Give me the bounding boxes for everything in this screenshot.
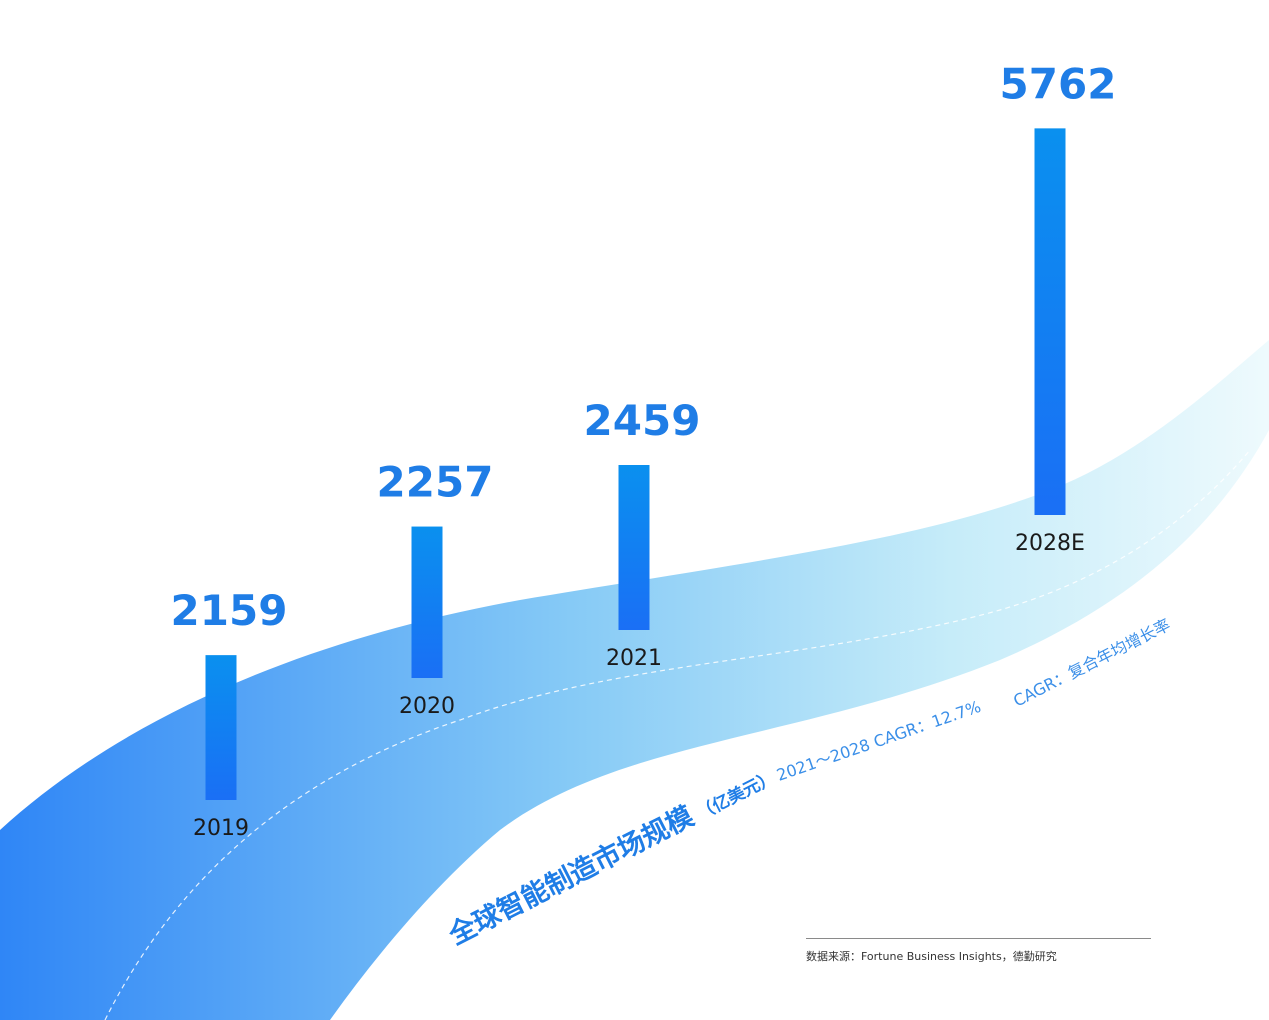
background-ribbon: [0, 340, 1269, 1020]
category-label-2028E: 2028E: [1015, 531, 1085, 556]
bar-2021: [618, 465, 650, 630]
category-label-2021: 2021: [606, 646, 662, 671]
bar-2019: [205, 655, 237, 800]
value-label-2021: 2459: [584, 396, 701, 445]
ribbon-dashed-line: [104, 449, 1251, 1020]
chart-unit: （亿美元）: [694, 767, 779, 824]
value-label-2020: 2257: [377, 458, 494, 507]
value-label-2028E: 5762: [1000, 59, 1117, 108]
category-label-2020: 2020: [399, 694, 455, 719]
category-label-2019: 2019: [193, 816, 249, 841]
bar-2020: [411, 526, 443, 678]
source-text: 数据来源：Fortune Business Insights，德勤研究: [806, 950, 1057, 963]
bars-layer: 2159 2019 2257 2020 2459 2021 5762 2028E: [171, 59, 1117, 841]
bar-2028E: [1034, 128, 1066, 515]
value-label-2019: 2159: [171, 586, 288, 635]
source-note: 数据来源：Fortune Business Insights，德勤研究: [806, 938, 1151, 964]
